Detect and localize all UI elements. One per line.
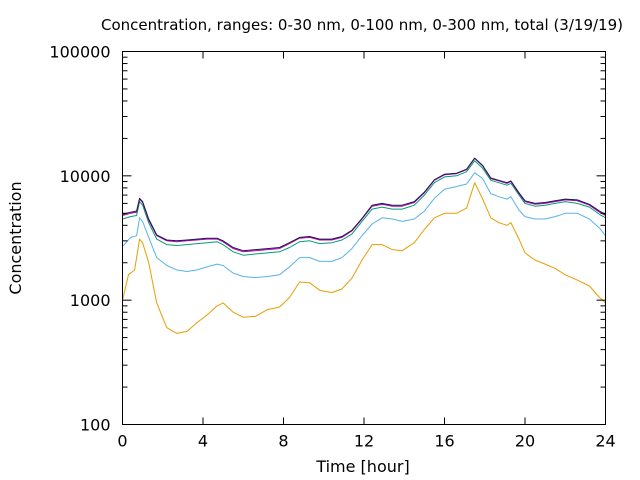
x-axis-title: Time [hour] — [315, 457, 409, 476]
x-tick-label: 8 — [278, 432, 288, 451]
x-tick-label: 24 — [595, 432, 615, 451]
y-tick-label: 1000 — [70, 291, 111, 310]
x-tick-label: 16 — [434, 432, 454, 451]
y-tick-label: 100 — [80, 416, 111, 435]
series-line-5 — [122, 157, 606, 252]
y-axis-title: Concentration — [6, 181, 25, 294]
y-tick-label: 100000 — [49, 43, 110, 62]
series-line-1 — [122, 182, 606, 334]
series-layer — [122, 157, 606, 334]
x-tick-label: 4 — [198, 432, 208, 451]
x-tick-label: 12 — [354, 432, 374, 451]
x-axis: 0 4 8 12 16 20 24 — [117, 51, 616, 451]
y-tick-label: 10000 — [60, 167, 111, 186]
x-tick-label: 0 — [117, 432, 127, 451]
series-line-2 — [122, 172, 606, 279]
series-line-3 — [122, 160, 606, 256]
chart-title: Concentration, ranges: 0-30 nm, 0-100 nm… — [101, 16, 623, 34]
x-tick-label: 20 — [515, 432, 535, 451]
y-axis: 100 1000 10000 100000 — [49, 43, 606, 435]
